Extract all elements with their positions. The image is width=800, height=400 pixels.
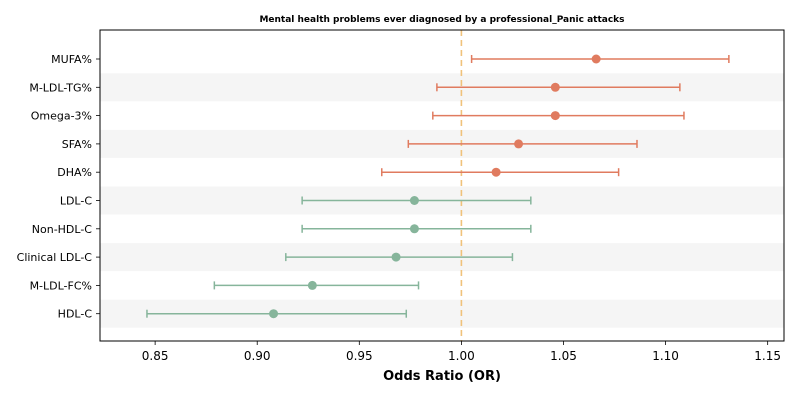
- point-estimate: [550, 82, 560, 92]
- y-tick-label: M-LDL-TG%: [29, 81, 92, 94]
- point-estimate: [550, 111, 560, 121]
- x-axis-label: Odds Ratio (OR): [383, 369, 501, 384]
- x-tick-label: 1.10: [652, 349, 679, 363]
- y-tick-label: MUFA%: [51, 53, 92, 66]
- x-axis: 0.85 0.90 0.95 1.00 1.05 1.10 1.15: [142, 341, 781, 363]
- axes-frame: [99, 29, 785, 342]
- y-tick-label: M-LDL-FC%: [30, 279, 92, 292]
- y-tick-label: Clinical LDL-C: [17, 251, 93, 264]
- y-tick-label: SFA%: [62, 138, 92, 151]
- x-tick-label: 1.15: [754, 349, 781, 363]
- point-estimate: [391, 252, 401, 262]
- point-estimate: [514, 139, 524, 149]
- y-tick-label: Non-HDL-C: [32, 223, 93, 236]
- x-tick-label: 0.90: [244, 349, 271, 363]
- x-tick-label: 0.95: [346, 349, 373, 363]
- x-tick-label: 1.00: [448, 349, 475, 363]
- y-axis-labels: MUFA% M-LDL-TG% Omega-3% SFA% DHA% LDL-C Non-H…: [17, 53, 100, 321]
- plot-frame: [99, 29, 785, 342]
- point-estimate: [491, 167, 501, 177]
- point-estimate: [409, 224, 419, 234]
- y-tick-label: Omega-3%: [31, 110, 92, 123]
- point-estimate: [307, 280, 317, 290]
- point-estimate: [409, 196, 419, 205]
- point-estimate: [269, 309, 279, 319]
- y-tick-label: HDL-C: [58, 308, 93, 321]
- chart-title: Mental health problems ever diagnosed by…: [259, 15, 624, 25]
- x-tick-label: 0.85: [142, 349, 169, 363]
- y-tick-label: DHA%: [57, 166, 92, 179]
- x-tick-label: 1.05: [550, 349, 577, 363]
- data-marks-layer: [146, 54, 730, 319]
- y-tick-label: LDL-C: [60, 195, 93, 208]
- point-estimate: [591, 54, 601, 64]
